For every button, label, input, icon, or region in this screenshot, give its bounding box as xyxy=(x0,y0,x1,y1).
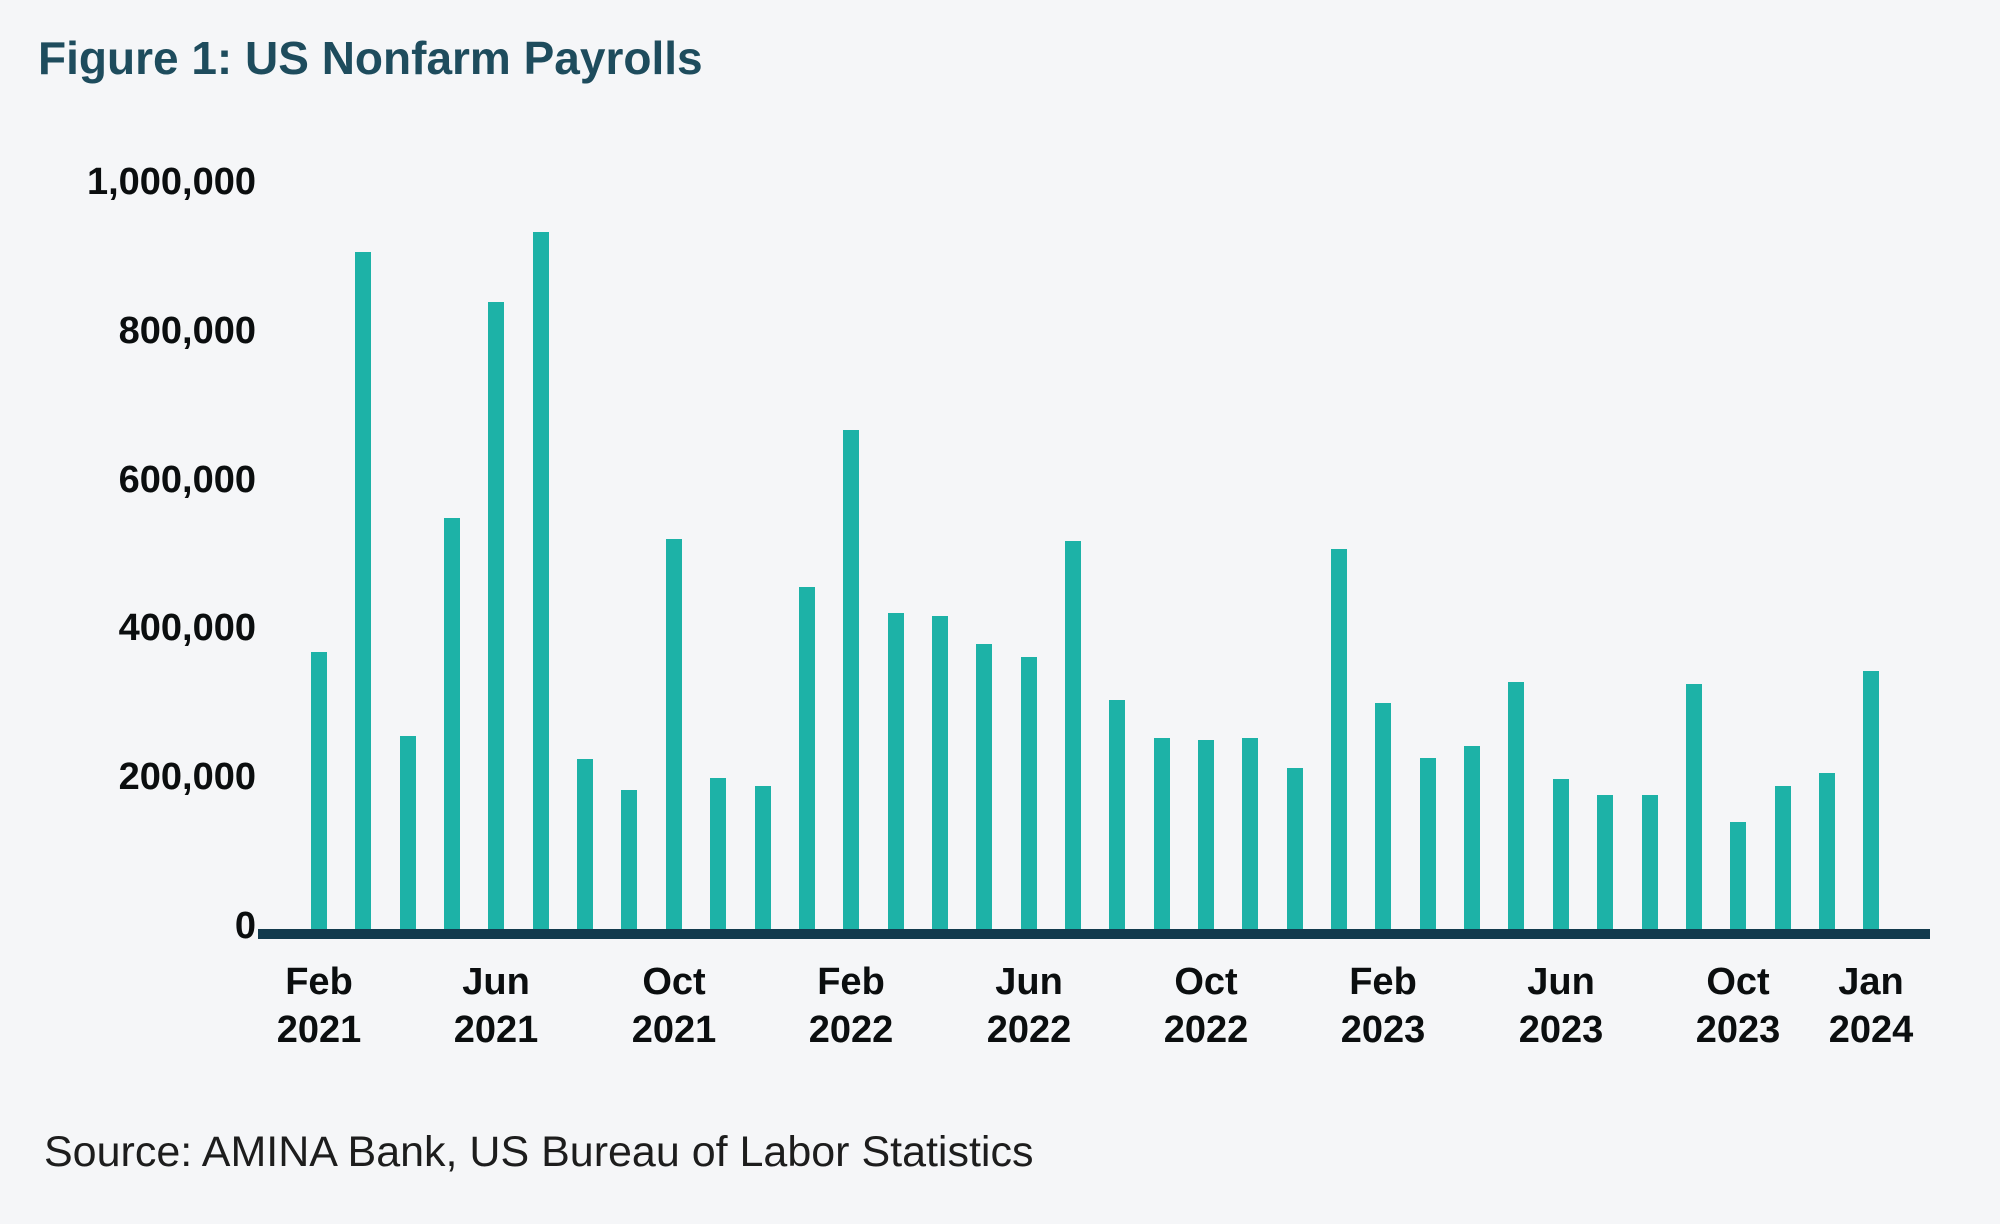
bar-jun-2023 xyxy=(1553,779,1569,929)
y-tick-label: 800,000 xyxy=(118,309,256,352)
x-tick-year: 2021 xyxy=(453,1009,539,1051)
y-tick-label: 1,000,000 xyxy=(86,161,256,203)
bar-jun-2022 xyxy=(1021,657,1037,929)
bar-may-2022 xyxy=(976,644,992,929)
figure-title: Figure 1: US Nonfarm Payrolls xyxy=(38,32,703,84)
x-tick-month: Jun xyxy=(995,961,1063,1003)
bar-feb-2021 xyxy=(311,652,327,929)
x-tick-year: 2022 xyxy=(986,1009,1072,1051)
x-tick-year: 2022 xyxy=(1163,1009,1249,1051)
bar-aug-2021 xyxy=(577,759,593,929)
x-tick-label: Jun 2022 xyxy=(939,958,1119,1054)
x-tick-month: Feb xyxy=(1349,961,1417,1003)
x-tick-month: Jun xyxy=(462,961,530,1003)
bar-jan-2023 xyxy=(1331,549,1347,929)
bar-sep-2022 xyxy=(1154,738,1170,929)
y-tick-label: 0 xyxy=(234,905,256,947)
x-tick-month: Feb xyxy=(285,961,353,1003)
x-tick-label: Feb 2023 xyxy=(1293,958,1473,1054)
bar-jul-2022 xyxy=(1065,541,1081,929)
x-tick-month: Jun xyxy=(1527,961,1595,1003)
bar-apr-2022 xyxy=(932,616,948,929)
y-tick-label: 200,000 xyxy=(118,756,256,799)
x-tick-label: Oct 2022 xyxy=(1116,958,1296,1054)
bar-mar-2022 xyxy=(888,613,904,929)
bar-oct-2022 xyxy=(1198,740,1214,929)
x-tick-month: Oct xyxy=(1174,961,1238,1003)
x-tick-label: Feb 2022 xyxy=(761,958,941,1054)
bar-mar-2023 xyxy=(1420,758,1436,929)
bar-oct-2023 xyxy=(1730,822,1746,929)
bar-nov-2023 xyxy=(1775,786,1791,929)
x-tick-year: 2023 xyxy=(1518,1009,1604,1051)
bar-may-2023 xyxy=(1508,682,1524,929)
bar-dec-2022 xyxy=(1287,768,1303,929)
bar-dec-2023 xyxy=(1819,773,1835,929)
bar-aug-2023 xyxy=(1642,795,1658,929)
y-tick-label: 600,000 xyxy=(118,458,256,501)
bar-dec-2021 xyxy=(755,786,771,929)
x-tick-year: 2023 xyxy=(1695,1009,1781,1051)
bar-sep-2021 xyxy=(621,790,637,929)
bar-nov-2021 xyxy=(710,778,726,929)
x-tick-month: Feb xyxy=(817,961,885,1003)
x-axis-line xyxy=(258,929,1930,939)
bar-feb-2023 xyxy=(1375,703,1391,929)
bar-oct-2021 xyxy=(666,539,682,929)
x-tick-month: Jan xyxy=(1838,961,1904,1003)
plot-area xyxy=(258,0,1930,929)
bar-jul-2023 xyxy=(1597,795,1613,929)
bar-apr-2023 xyxy=(1464,746,1480,929)
bar-jun-2021 xyxy=(488,302,504,929)
x-tick-year: 2021 xyxy=(276,1009,362,1051)
bar-apr-2021 xyxy=(400,736,416,929)
x-tick-month: Oct xyxy=(642,961,706,1003)
bar-feb-2022 xyxy=(843,430,859,929)
x-tick-year: 2021 xyxy=(631,1009,717,1051)
x-tick-label: Feb 2021 xyxy=(229,958,409,1054)
x-tick-year: 2023 xyxy=(1340,1009,1426,1051)
bar-may-2021 xyxy=(444,518,460,929)
x-tick-label: Jun 2023 xyxy=(1471,958,1651,1054)
x-tick-label: Oct 2023 xyxy=(1648,958,1828,1054)
y-tick-label: 400,000 xyxy=(118,607,256,650)
x-tick-month: Oct xyxy=(1706,961,1770,1003)
bar-aug-2022 xyxy=(1109,700,1125,929)
x-tick-year: 2024 xyxy=(1828,1009,1914,1051)
source-note: Source: AMINA Bank, US Bureau of Labor S… xyxy=(44,1128,1034,1176)
bar-jan-2022 xyxy=(799,587,815,929)
bar-mar-2021 xyxy=(355,252,371,929)
x-tick-label: Jun 2021 xyxy=(406,958,586,1054)
x-tick-label: Jan 2024 xyxy=(1781,958,1961,1054)
x-tick-year: 2022 xyxy=(808,1009,894,1051)
bar-nov-2022 xyxy=(1242,738,1258,929)
bar-jan-2024 xyxy=(1863,671,1879,929)
bar-sep-2023 xyxy=(1686,684,1702,929)
bar-jul-2021 xyxy=(533,232,549,929)
x-tick-label: Oct 2021 xyxy=(584,958,764,1054)
